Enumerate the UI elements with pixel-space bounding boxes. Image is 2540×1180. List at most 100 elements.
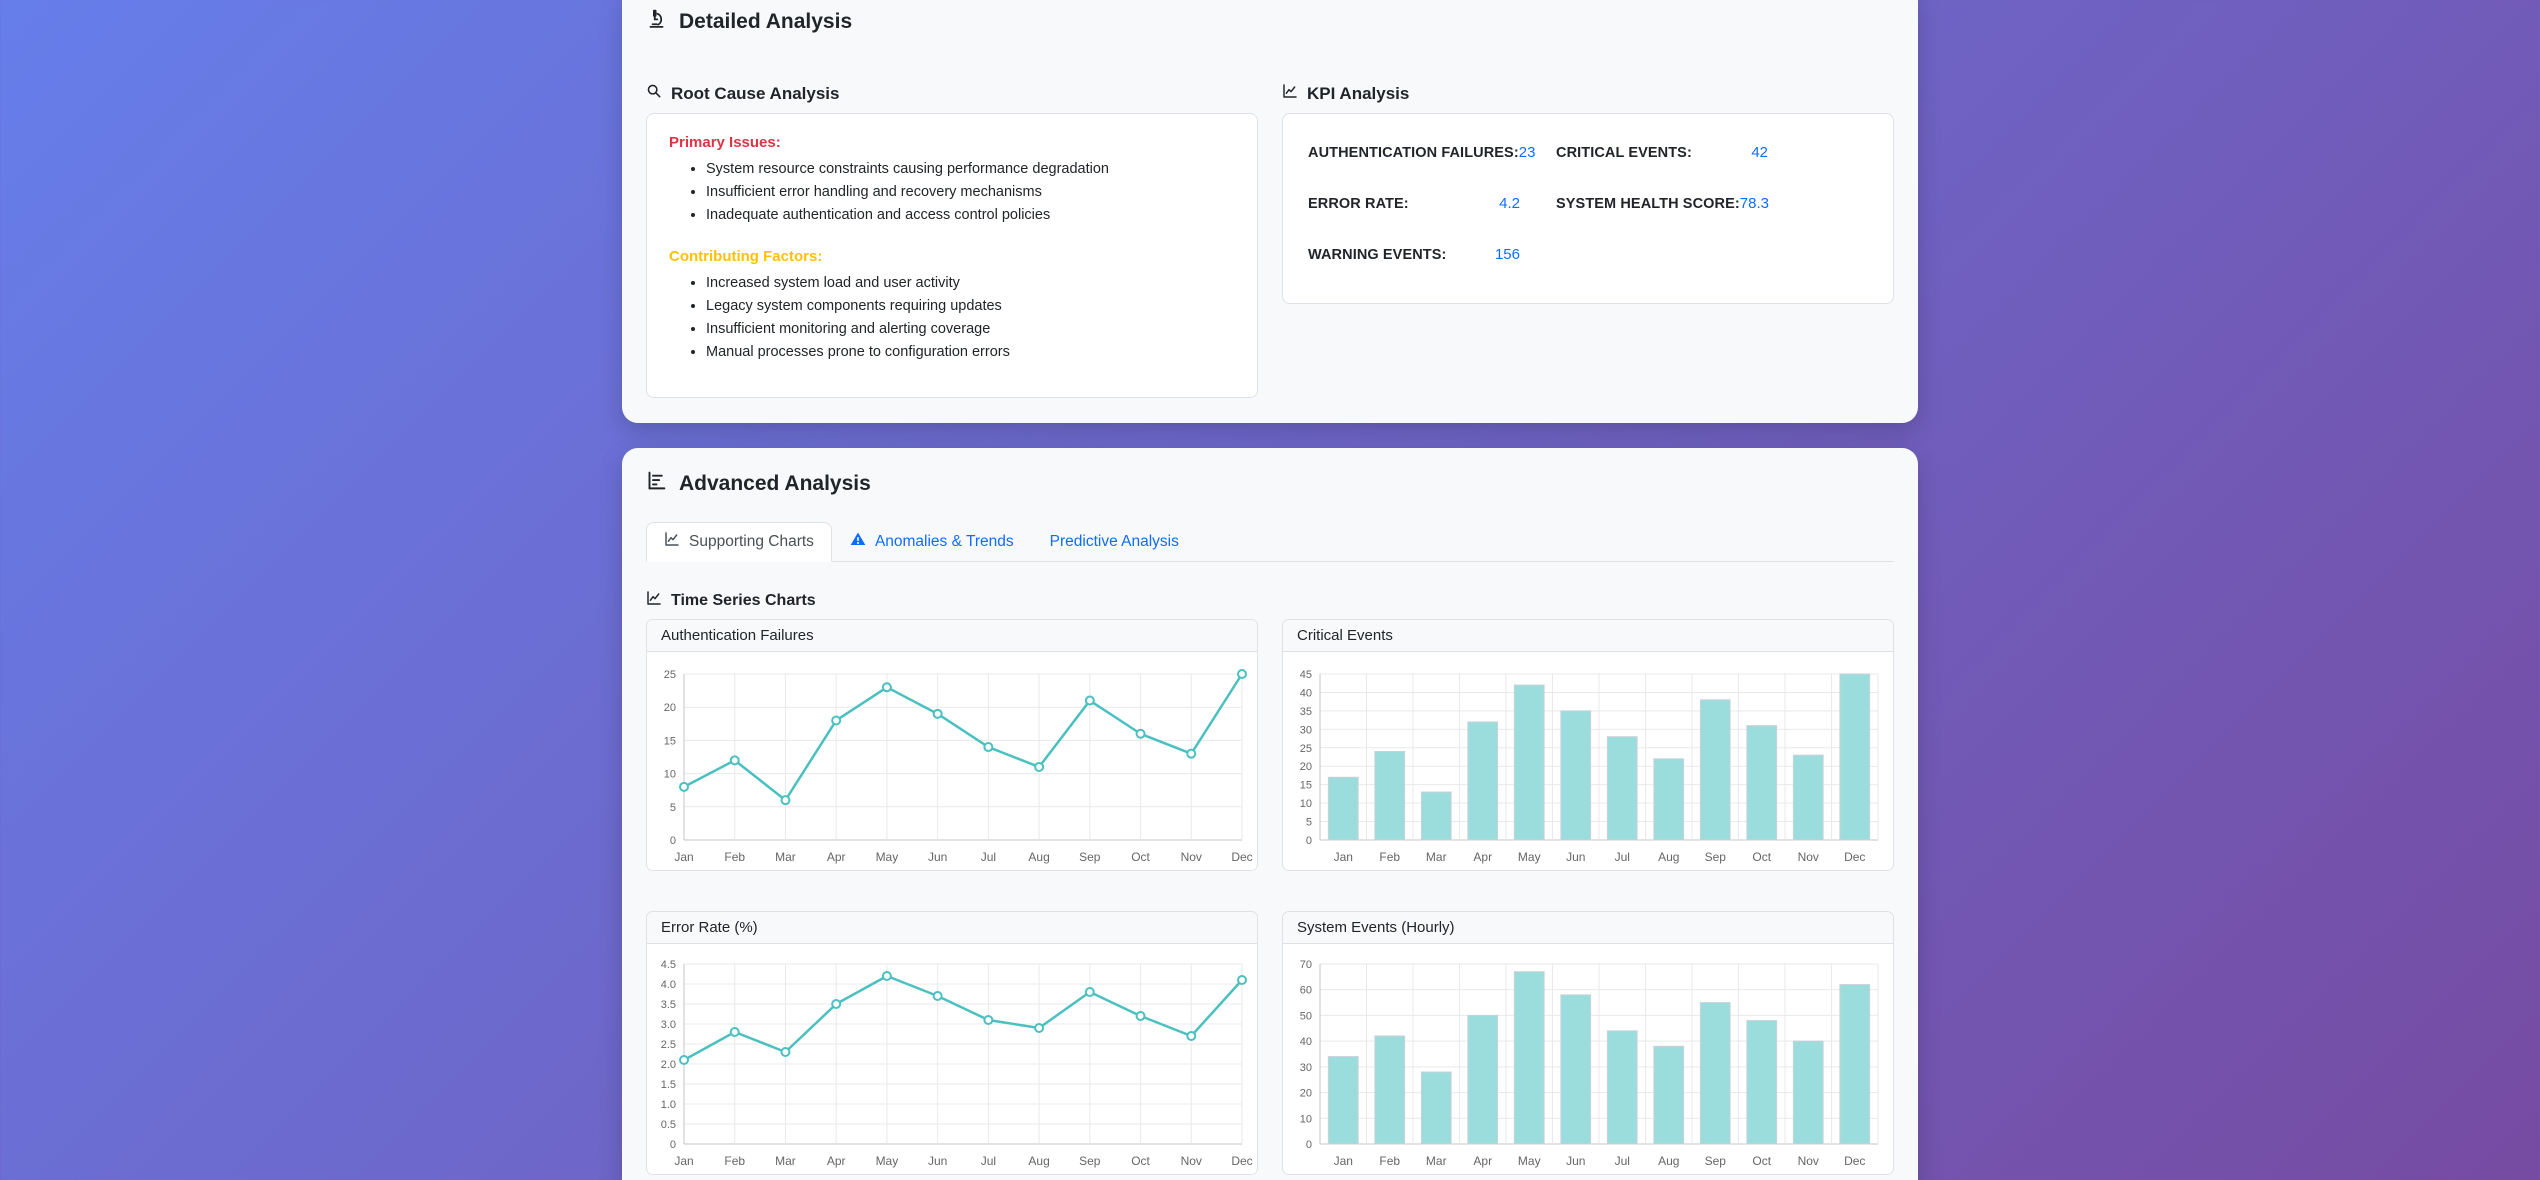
svg-text:35: 35 [1300,706,1312,718]
svg-text:Dec: Dec [1844,850,1865,864]
svg-text:Jul: Jul [981,1154,996,1168]
svg-text:10: 10 [1300,798,1312,810]
tab-anomalies-trends[interactable]: Anomalies & Trends [832,522,1032,562]
list-item: Insufficient error handling and recovery… [706,184,1235,200]
kpi-heading: KPI Analysis [1282,83,1894,104]
kpi-critical-events: CRITICAL EVENTS: 42 [1556,144,1768,161]
section-heading-label: KPI Analysis [1307,83,1410,103]
svg-text:15: 15 [664,735,676,747]
svg-text:Jun: Jun [928,1154,947,1168]
svg-text:Aug: Aug [1028,1154,1049,1168]
svg-text:20: 20 [1300,761,1312,773]
svg-text:Dec: Dec [1844,1154,1865,1168]
microscope-icon [646,8,667,35]
list-item: Insufficient monitoring and alerting cov… [706,321,1235,337]
section-heading-label: Root Cause Analysis [671,83,840,103]
svg-text:Sep: Sep [1705,1154,1727,1168]
svg-text:May: May [1518,1154,1541,1168]
root-cause-box: Primary Issues: System resource constrai… [646,113,1258,398]
chart-line-icon [664,531,680,552]
time-series-charts-heading: Time Series Charts [646,590,1894,611]
kpi-label: AUTHENTICATION FAILURES: [1308,145,1519,161]
svg-text:Oct: Oct [1752,850,1771,864]
svg-text:Feb: Feb [1379,1154,1400,1168]
svg-text:Apr: Apr [827,1154,846,1168]
svg-text:20: 20 [664,702,676,714]
svg-text:Nov: Nov [1798,850,1819,864]
svg-text:Nov: Nov [1181,1154,1202,1168]
svg-text:70: 70 [1300,959,1312,971]
svg-text:15: 15 [1300,780,1312,792]
svg-text:Aug: Aug [1658,850,1679,864]
svg-text:Sep: Sep [1079,850,1101,864]
advanced-analysis-card: Advanced Analysis Supporting Charts [622,448,1918,1180]
svg-text:Jul: Jul [1615,850,1630,864]
svg-text:0: 0 [1306,835,1312,847]
svg-text:Mar: Mar [1426,850,1447,864]
kpi-label: ERROR RATE: [1308,196,1409,212]
svg-text:25: 25 [1300,743,1312,755]
svg-text:May: May [876,850,899,864]
svg-text:Apr: Apr [1473,850,1492,864]
svg-text:Aug: Aug [1658,1154,1679,1168]
dashboard-page: Detailed Analysis Root Cause Analysis Pr… [622,0,1918,1180]
svg-text:Mar: Mar [775,1154,796,1168]
svg-text:1.0: 1.0 [661,1099,676,1111]
svg-text:Jun: Jun [1566,1154,1585,1168]
charts-grid: Authentication Failures 0 5 10 15 20 25 Jan Feb… [646,619,1894,1175]
kpi-grid: AUTHENTICATION FAILURES: 23 CRITICAL EVE… [1308,144,1868,263]
svg-text:0: 0 [1306,1139,1312,1151]
chart-panel-error-rate: Error Rate (%) 0 0.5 1.0 1.5 2.0 2.5 3.0 3.5 4.0… [646,911,1258,1175]
subsection-heading-label: Time Series Charts [671,591,816,609]
svg-text:May: May [876,1154,899,1168]
root-cause-section: Root Cause Analysis Primary Issues: Syst… [646,83,1258,398]
kpi-section: KPI Analysis AUTHENTICATION FAILURES: 23… [1282,83,1894,304]
kpi-value: 42 [1751,144,1768,161]
svg-text:25: 25 [664,669,676,681]
detailed-analysis-card: Detailed Analysis Root Cause Analysis Pr… [622,0,1918,423]
svg-text:0: 0 [670,835,676,847]
tab-label: Anomalies & Trends [874,532,1014,550]
svg-text:Jul: Jul [1615,1154,1630,1168]
list-item: Legacy system components requiring updat… [706,298,1235,314]
detailed-columns: Root Cause Analysis Primary Issues: Syst… [646,83,1894,398]
svg-text:Dec: Dec [1231,1154,1252,1168]
svg-text:10: 10 [1300,1113,1312,1125]
svg-text:Jun: Jun [1566,850,1585,864]
svg-text:Jan: Jan [674,850,693,864]
svg-text:Oct: Oct [1131,850,1150,864]
chart-title: Error Rate (%) [647,912,1257,944]
primary-issues-list: System resource constraints causing perf… [669,161,1235,224]
svg-text:40: 40 [1300,1036,1312,1048]
error-rate-chart: 0 0.5 1.0 1.5 2.0 2.5 3.0 3.5 4.0 4.5 Jan Feb Mar Apr… [647,944,1257,1174]
svg-text:Sep: Sep [1079,1154,1101,1168]
svg-text:Mar: Mar [775,850,796,864]
tab-label: Supporting Charts [689,532,814,550]
contributing-factors-list: Increased system load and user activity L… [669,275,1235,361]
svg-text:May: May [1518,850,1541,864]
kpi-label: WARNING EVENTS: [1308,247,1447,263]
svg-text:Feb: Feb [724,850,745,864]
list-item: Increased system load and user activity [706,275,1235,291]
tab-supporting-charts[interactable]: Supporting Charts [646,522,832,562]
svg-text:Jul: Jul [981,850,996,864]
svg-text:0.5: 0.5 [661,1119,676,1131]
svg-text:5: 5 [1306,817,1312,829]
root-cause-heading: Root Cause Analysis [646,83,1258,104]
svg-text:2.5: 2.5 [661,1039,676,1051]
svg-text:Apr: Apr [1473,1154,1492,1168]
chart-title: System Events (Hourly) [1283,912,1893,944]
svg-text:Mar: Mar [1426,1154,1447,1168]
list-item: Inadequate authentication and access con… [706,208,1235,223]
tab-predictive-analysis[interactable]: Predictive Analysis [1032,522,1197,562]
svg-text:45: 45 [1300,669,1312,681]
list-item: System resource constraints causing perf… [706,161,1235,177]
svg-text:Jan: Jan [674,1154,693,1168]
svg-text:3.5: 3.5 [661,999,676,1011]
kpi-system-health-score: SYSTEM HEALTH SCORE: 78.3 [1556,195,1769,212]
svg-text:4.5: 4.5 [661,959,676,971]
primary-issues-label: Primary Issues: [669,134,781,151]
svg-text:Jan: Jan [1334,850,1353,864]
kpi-error-rate: ERROR RATE: 4.2 [1308,195,1520,212]
svg-text:50: 50 [1300,1010,1312,1022]
